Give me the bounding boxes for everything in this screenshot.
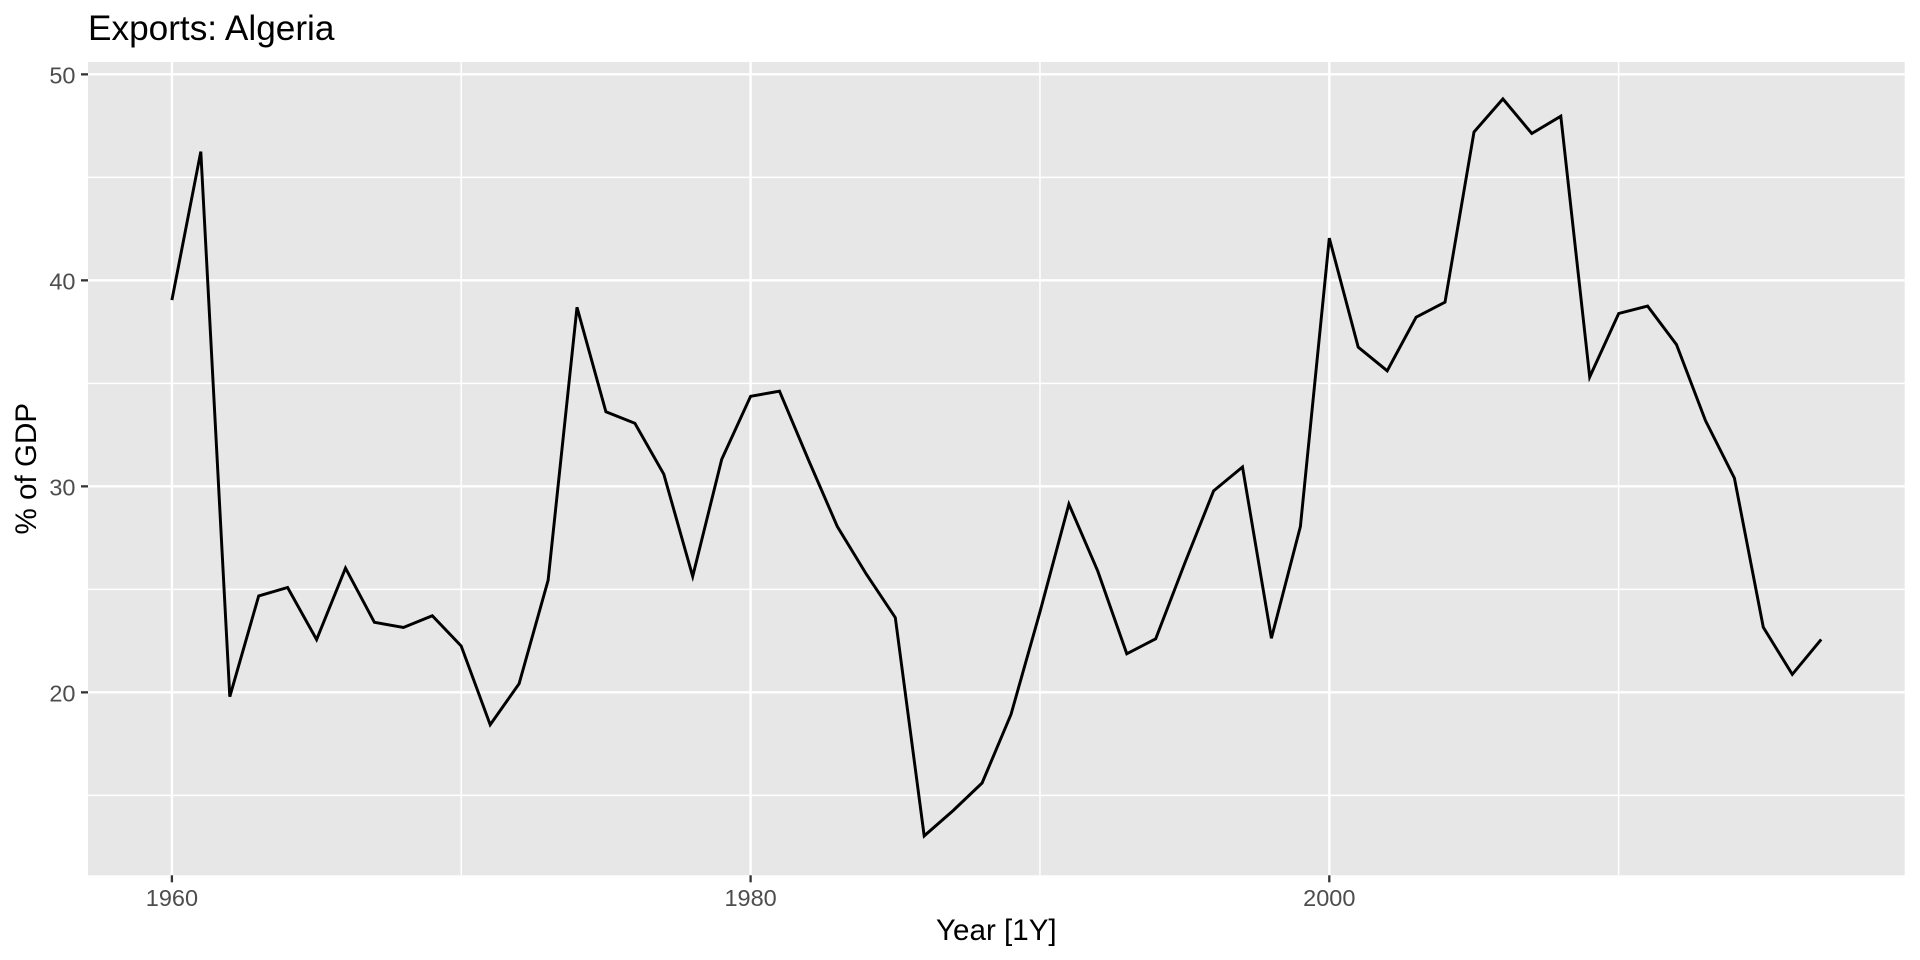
svg-text:50: 50: [49, 62, 75, 88]
svg-text:1980: 1980: [724, 885, 776, 911]
svg-text:40: 40: [49, 268, 75, 294]
svg-text:Year [1Y]: Year [1Y]: [936, 914, 1057, 947]
svg-text:1960: 1960: [146, 885, 198, 911]
svg-text:20: 20: [49, 680, 75, 706]
svg-text:30: 30: [49, 474, 75, 500]
svg-text:2000: 2000: [1303, 885, 1355, 911]
svg-text:Exports: Algeria: Exports: Algeria: [88, 9, 335, 48]
svg-text:% of GDP: % of GDP: [10, 403, 43, 535]
